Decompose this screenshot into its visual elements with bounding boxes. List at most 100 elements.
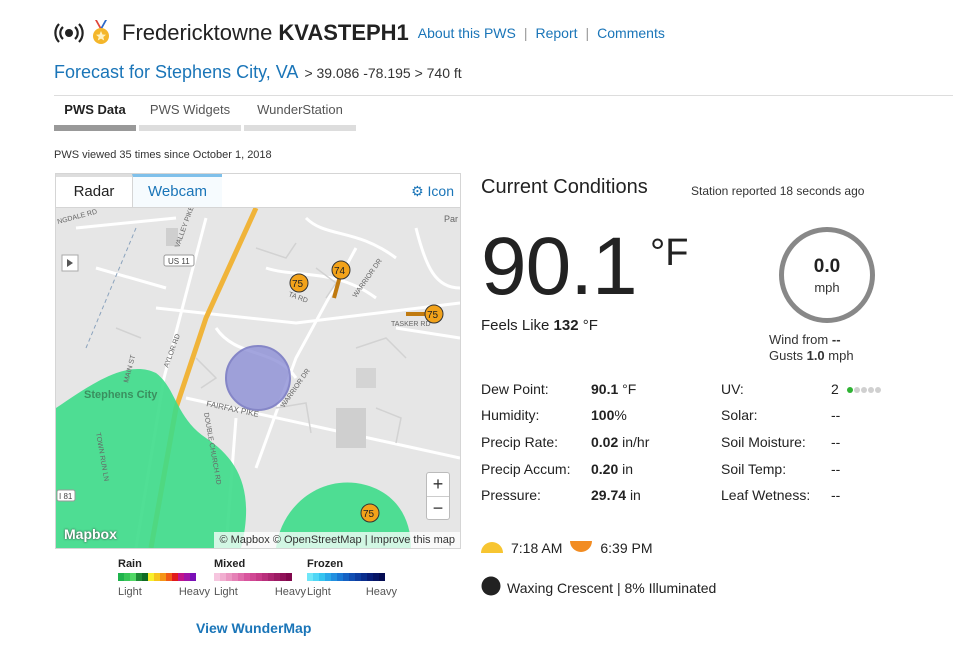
legend-color-bar [214,573,306,581]
legend-swatch [130,573,136,581]
stat-value: 90.1 [591,381,619,397]
legend-swatch [313,573,319,581]
tab-pws-data[interactable]: PWS Data [54,100,136,131]
stat-soil-moisture: Soil Moisture: -- [721,434,840,460]
legend-swatch [361,573,367,581]
marker-value: 75 [292,279,304,290]
radar-map[interactable]: Stephens City FAIRFAX PIKE TASKER RD WAR… [56,208,460,548]
feels-like: Feels Like 132 °F [481,317,598,334]
wind-speed-value: 0.0 [813,256,841,277]
sun-times: 7:18 AM 6:39 PM [481,540,653,556]
stat-dew-point: Dew Point: 90.1 °F [481,381,636,407]
legend-high: Heavy [274,586,306,598]
station-marker[interactable]: 74 [331,260,351,299]
legend-swatch [136,573,142,581]
legend-swatch [268,573,274,581]
tab-webcam[interactable]: Webcam [132,174,222,207]
forecast-link[interactable]: Forecast for Stephens City, VA [54,62,299,82]
broadcast-icon [54,23,84,43]
stat-label: Soil Temp: [721,461,787,477]
legend-swatch [166,573,172,581]
temperature-unit: °F [650,232,689,274]
stat-leaf-wetness: Leaf Wetness: -- [721,487,840,513]
icon-settings-button[interactable]: ⚙ Icon [411,174,454,207]
feels-like-label: Feels Like [481,317,550,334]
legend-swatch [184,573,190,581]
mapbox-logo[interactable]: Mapbox [64,526,117,542]
sunrise-time: 7:18 AM [511,540,563,556]
view-count: PWS viewed 35 times since October 1, 201… [54,149,272,161]
station-marker[interactable]: 75 [406,304,444,324]
legend-swatch [244,573,250,581]
legend-swatch [280,573,286,581]
forecast-line: Forecast for Stephens City, VA > 39.086 … [54,62,462,83]
sunrise-icon [481,540,503,556]
legend-swatch [355,573,361,581]
us11-shield: US 11 [163,254,195,267]
divider [54,95,953,96]
comments-link[interactable]: Comments [597,25,665,41]
stat-precip-rate: Precip Rate: 0.02 in/hr [481,434,649,460]
zoom-out-button[interactable]: − [427,496,449,519]
wind-from-label: Wind from [769,332,829,347]
map-label-par: Par [444,214,458,224]
moon-icon [481,576,501,599]
uv-dot [846,387,853,394]
legend-swatch [214,573,220,581]
legend-swatch [379,573,385,581]
wind-from-value: -- [831,332,841,347]
legend-range: Light Heavy [118,586,210,598]
station-id: KVASTEPH1 [278,20,409,45]
link-separator: | [585,25,590,41]
legend-swatch [142,573,148,581]
tab-pws-widgets[interactable]: PWS Widgets [139,100,241,131]
stat-label: Leaf Wetness: [721,487,811,503]
legend-low: Light [307,586,331,598]
stat-label: Soil Moisture: [721,434,806,450]
i81-shield: I 81 [56,489,76,502]
nav-arrow-icon [61,254,79,272]
tab-wunderstation[interactable]: WunderStation [244,100,356,131]
map-attribution[interactable]: © Mapbox © OpenStreetMap | Improve this … [214,532,460,548]
wind-details: Wind from -- Gusts 1.0 mph [769,332,854,364]
legend-swatch [319,573,325,581]
map-canvas: Stephens City FAIRFAX PIKE TASKER RD WAR… [56,208,460,548]
stat-value: -- [831,407,841,423]
map-label-town: Stephens City [84,389,158,401]
uv-dot [874,387,881,394]
legend-title: Frozen [307,558,344,570]
stat-unit: in [629,487,641,503]
about-pws-link[interactable]: About this PWS [417,25,516,41]
legend-swatch [238,573,244,581]
marker-value: 75 [427,310,439,321]
stat-uv: UV: 2 [721,381,881,407]
stat-pressure: Pressure: 29.74 in [481,487,641,513]
station-marker[interactable]: 75 [289,273,309,293]
legend-swatch [232,573,238,581]
moon-phase: Waxing Crescent | 8% Illuminated [481,576,716,599]
stat-value: -- [831,434,841,450]
legend-swatch [337,573,343,581]
station-reported-time: Station reported 18 seconds ago [691,184,865,198]
tab-radar[interactable]: Radar [56,174,132,207]
gusts-value: 1.0 [806,348,825,363]
legend-range: Light Heavy [307,586,397,598]
station-marker[interactable]: 75 [360,503,380,523]
stat-value: -- [831,487,841,503]
legend-mixed: Mixed Light Heavy [214,558,306,598]
map-label-tasker: TASKER RD [391,321,431,328]
legend-swatch [343,573,349,581]
report-link[interactable]: Report [535,25,578,41]
stat-unit: in [622,461,634,477]
zoom-in-button[interactable]: + [432,474,444,494]
stat-label: Humidity: [481,407,540,423]
stat-value: -- [831,461,841,477]
gusts-label: Gusts [769,348,803,363]
sunset-icon [570,540,593,556]
legend-swatch [178,573,184,581]
legend-range: Light Heavy [214,586,306,598]
legend-swatch [220,573,226,581]
legend-swatch [124,573,130,581]
legend-swatch [118,573,124,581]
view-wundermap-link[interactable]: View WunderMap [196,620,312,636]
